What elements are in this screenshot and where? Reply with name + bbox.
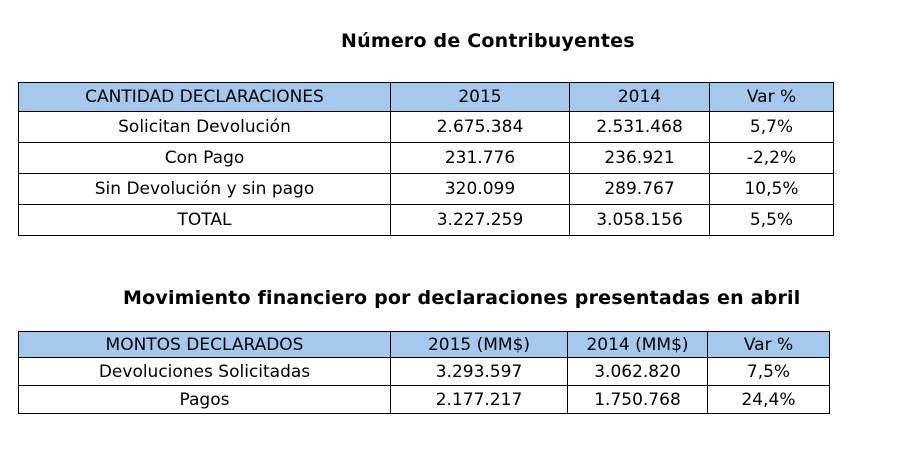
value-2015: 3.293.597 [390,357,568,386]
value-var: 5,7% [709,111,834,143]
value-2014: 289.767 [569,173,710,205]
value-2014: 2.531.468 [569,111,710,143]
column-header-2015: 2015 [390,82,570,112]
value-2015: 231.776 [390,142,570,174]
value-2015: 3.227.259 [390,204,570,236]
column-header-2015: 2015 (MM$) [390,331,568,358]
table-row: Solicitan Devolución 2.675.384 2.531.468… [18,111,834,143]
table-row: Devoluciones Solicitadas 3.293.597 3.062… [18,357,830,386]
value-2015: 2.177.217 [390,385,568,414]
value-var: 24,4% [707,385,830,414]
table-row: Con Pago 231.776 236.921 -2,2% [18,142,834,174]
row-label: Devoluciones Solicitadas [18,357,391,386]
contribuyentes-title: Número de Contribuyentes [341,30,635,52]
value-var: 10,5% [709,173,834,205]
column-header-var: Var % [709,82,834,112]
row-label: Pagos [18,385,391,414]
column-header-2014: 2014 [569,82,710,112]
row-label: Solicitan Devolución [18,111,391,143]
table-header-row: CANTIDAD DECLARACIONES 2015 2014 Var % [18,82,834,112]
row-label: Con Pago [18,142,391,174]
value-2015: 320.099 [390,173,570,205]
table-row: Pagos 2.177.217 1.750.768 24,4% [18,385,830,414]
table-row: Sin Devolución y sin pago 320.099 289.76… [18,173,834,205]
total-row: TOTAL 3.227.259 3.058.156 5,5% [18,204,834,236]
row-label: TOTAL [18,204,391,236]
value-2014: 1.750.768 [567,385,708,414]
row-label: Sin Devolución y sin pago [18,173,391,205]
contribuyentes-table: CANTIDAD DECLARACIONES 2015 2014 Var % S… [18,82,834,236]
column-header-montos: MONTOS DECLARADOS [18,331,391,358]
value-var: -2,2% [709,142,834,174]
montos-table: MONTOS DECLARADOS 2015 (MM$) 2014 (MM$) … [18,331,830,414]
movimiento-financiero-title: Movimiento financiero por declaraciones … [123,287,801,309]
column-header-var: Var % [707,331,830,358]
table-header-row: MONTOS DECLARADOS 2015 (MM$) 2014 (MM$) … [18,331,830,358]
value-var: 5,5% [709,204,834,236]
value-2014: 3.058.156 [569,204,710,236]
value-2014: 3.062.820 [567,357,708,386]
column-header-cantidad: CANTIDAD DECLARACIONES [18,82,391,112]
value-2015: 2.675.384 [390,111,570,143]
value-2014: 236.921 [569,142,710,174]
value-var: 7,5% [707,357,830,386]
column-header-2014: 2014 (MM$) [567,331,708,358]
